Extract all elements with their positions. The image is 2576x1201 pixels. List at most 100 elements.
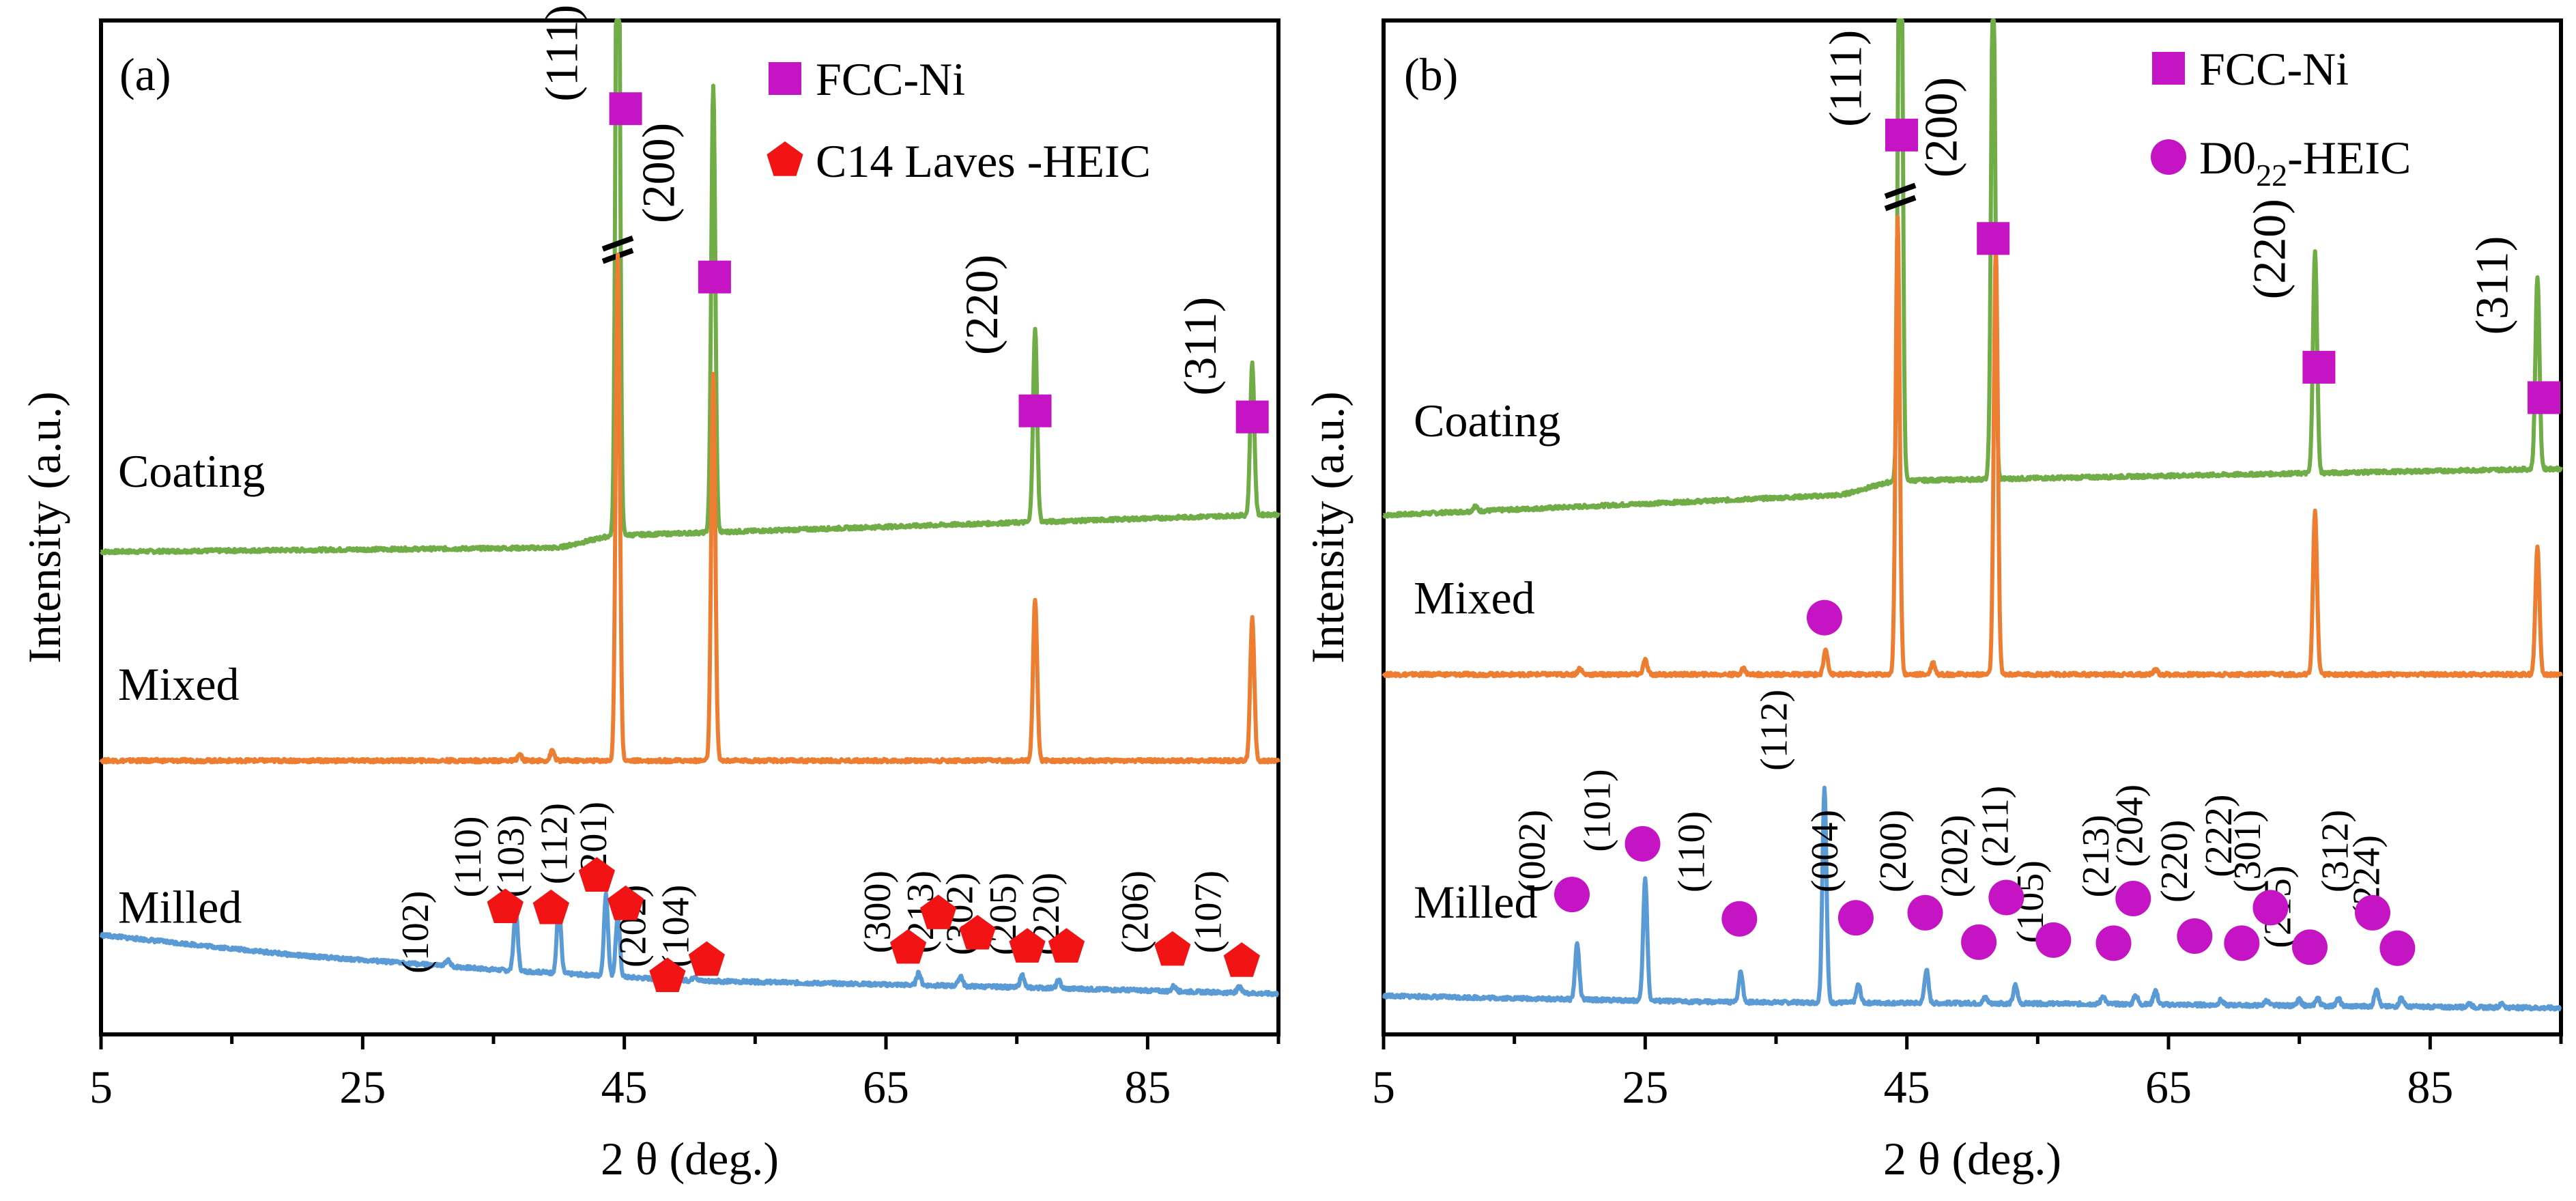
- phase-marker-circle: [2095, 925, 2132, 961]
- phase-marker-circle: [1988, 879, 2024, 916]
- phase-marker-circle: [1837, 900, 1874, 936]
- phase-marker-pentagon: [607, 885, 644, 920]
- phase-marker-pentagon: [487, 888, 524, 923]
- phase-marker-circle: [2224, 925, 2260, 961]
- phase-marker-circle: [2292, 929, 2328, 965]
- phase-marker-square: [1977, 222, 2010, 255]
- series-line-mixed: [1382, 214, 2563, 679]
- hkl-label: (107): [1188, 871, 1230, 953]
- hkl-label: (211): [1974, 786, 2016, 867]
- hkl-label: (110): [1671, 811, 1713, 892]
- hkl-label: (220): [2153, 820, 2196, 903]
- x-tick-label: 85: [1124, 1061, 1171, 1113]
- panel-label: (b): [1404, 48, 1458, 100]
- legend-label-c14-laves-heic: C14 Laves -HEIC: [816, 135, 1151, 187]
- legend-marker-circle: [2151, 139, 2186, 175]
- x-tick-label: 25: [339, 1061, 386, 1113]
- plot-frame: [99, 18, 1280, 1036]
- hkl-label: (111): [536, 5, 588, 102]
- phase-marker-square: [609, 92, 642, 126]
- series-line-coating: [100, 18, 1280, 556]
- phase-marker-square: [1018, 394, 1052, 427]
- phase-marker-circle: [2115, 881, 2151, 917]
- phase-marker-square: [2302, 350, 2336, 384]
- series-label-mixed: Mixed: [1414, 572, 1535, 624]
- legend-label-d0: D022-HEIC: [2199, 132, 2411, 193]
- series-line-milled: [1382, 785, 2562, 1012]
- series-line-mixed: [99, 252, 1280, 765]
- phase-marker-square: [698, 260, 731, 294]
- x-tick-label: 45: [1884, 1061, 1930, 1113]
- series-line-milled: [99, 891, 1280, 998]
- axis-break-symbol: [1884, 182, 1917, 212]
- phase-marker-pentagon: [578, 857, 615, 892]
- phase-marker-circle: [2252, 890, 2289, 926]
- phase-marker-pentagon: [688, 941, 725, 976]
- phase-marker-pentagon: [1154, 931, 1191, 966]
- x-tick-label: 65: [2145, 1061, 2192, 1113]
- hkl-label: (112): [1753, 690, 1795, 771]
- phase-marker-pentagon: [1009, 928, 1046, 963]
- hkl-label: (200): [1872, 810, 1915, 892]
- hkl-label: (111): [1820, 30, 1872, 127]
- legend-marker-square: [769, 62, 801, 95]
- hkl-label: (204): [2109, 785, 2151, 867]
- legend-suffix: -HEIC: [2287, 132, 2411, 184]
- x-axis-label: 2 θ (deg.): [1883, 1133, 2061, 1185]
- legend-label-fcc-ni: FCC-Ni: [816, 53, 965, 105]
- phase-marker-circle: [1625, 825, 1661, 862]
- hkl-label: (200): [1915, 77, 1967, 178]
- hkl-label: (311): [1174, 297, 1226, 396]
- x-tick-label: 25: [1622, 1061, 1668, 1113]
- hkl-label: (213): [2075, 815, 2117, 897]
- hkl-label: (002): [1511, 810, 1554, 892]
- phase-marker-pentagon: [532, 889, 569, 924]
- series-line-coating: [1382, 18, 2563, 519]
- hkl-label: (202): [1934, 815, 1976, 897]
- hkl-label: (102): [395, 891, 437, 974]
- hkl-label: (103): [490, 815, 532, 897]
- phase-marker-pentagon: [890, 929, 927, 964]
- series-label-coating: Coating: [118, 445, 265, 497]
- hkl-label: (220): [956, 255, 1007, 355]
- series-label-milled: Milled: [118, 881, 242, 933]
- hkl-label: (222): [2198, 795, 2240, 877]
- hkl-label: (004): [1804, 810, 1846, 892]
- x-tick-label: 5: [1372, 1061, 1395, 1113]
- series-label-coating: Coating: [1414, 395, 1560, 447]
- phase-marker-square: [1235, 400, 1269, 434]
- hkl-label: (200): [633, 123, 685, 223]
- legend-subscript: 22: [2256, 158, 2287, 193]
- panel-a: 5 25 45 65 85 2 θ (deg.) Intensity (a.u.) (a) Co…: [18, 5, 1280, 1185]
- phase-marker-square: [1885, 118, 1918, 152]
- hkl-label: (101): [1577, 769, 1619, 851]
- phase-marker-circle: [2177, 918, 2213, 954]
- phase-marker-circle: [2379, 930, 2416, 966]
- series-label-mixed: Mixed: [118, 658, 240, 710]
- phase-marker-circle: [2355, 894, 2390, 931]
- x-axis-label: 2 θ (deg.): [601, 1133, 779, 1185]
- plot-frame: [1382, 18, 2563, 1036]
- panel-b: 5 25 45 65 85 2 θ (deg.) Intensity (a.u.) (b) Co…: [1302, 18, 2563, 1185]
- hkl-label: (206): [1114, 871, 1156, 953]
- phase-marker-circle: [2035, 922, 2072, 958]
- series-label-milled: Milled: [1414, 876, 1537, 928]
- phase-marker-pentagon: [959, 915, 996, 950]
- x-tick-label: 65: [863, 1061, 909, 1113]
- x-tick-label: 85: [2407, 1061, 2453, 1113]
- phase-marker-square: [2528, 381, 2561, 414]
- hkl-label: (300): [857, 871, 899, 953]
- hkl-label: (311): [2465, 236, 2517, 335]
- legend-marker-square: [2152, 52, 2185, 85]
- legend-marker-pentagon: [767, 141, 803, 176]
- phase-marker-pentagon: [920, 894, 957, 929]
- phase-marker-circle: [1554, 877, 1590, 913]
- hkl-label: (312): [2315, 810, 2357, 892]
- phase-marker-circle: [1961, 924, 1997, 960]
- x-tick-label: 45: [601, 1061, 648, 1113]
- phase-marker-pentagon: [649, 957, 686, 992]
- hkl-label: (112): [533, 803, 575, 884]
- legend-label-fcc-ni: FCC-Ni: [2199, 43, 2349, 95]
- y-axis-label: Intensity (a.u.): [18, 391, 70, 663]
